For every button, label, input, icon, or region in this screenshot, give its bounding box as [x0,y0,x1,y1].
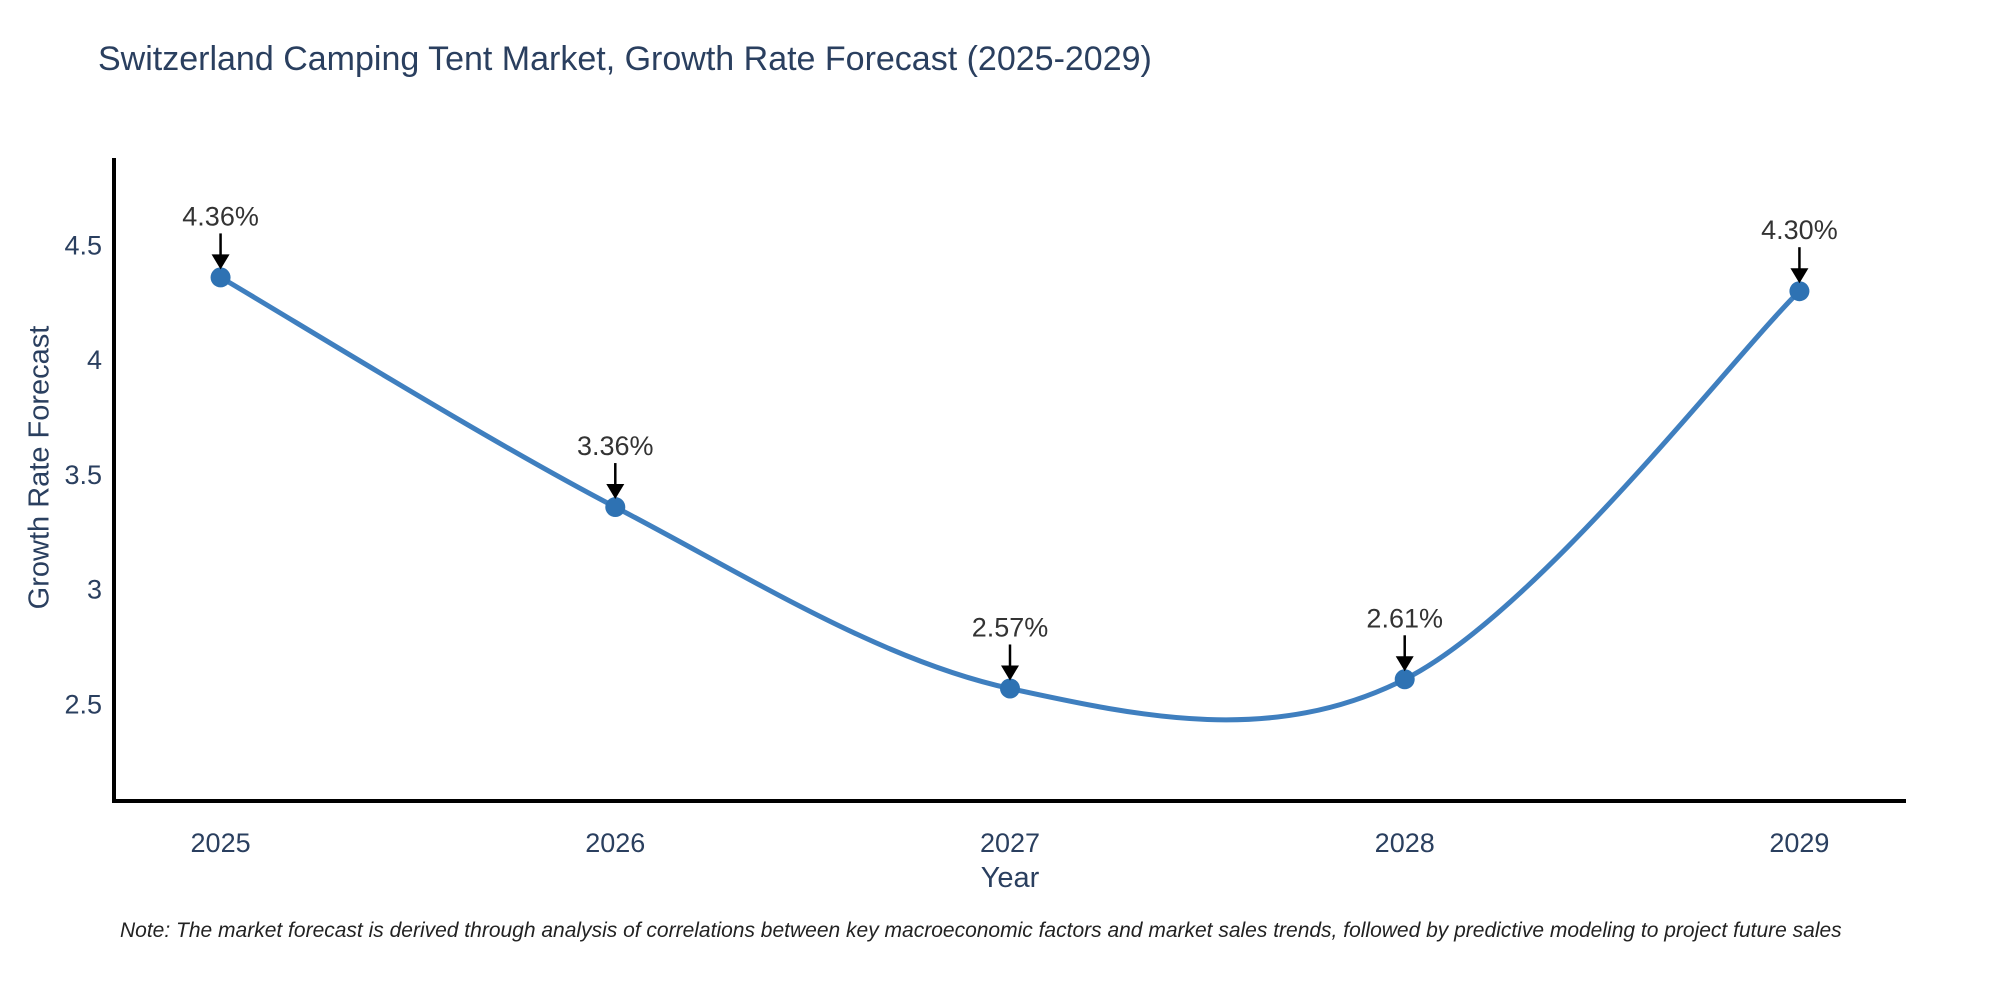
annotation-arrow-head [606,484,625,500]
annotation-arrow-head [1001,665,1019,681]
y-tick-label: 4 [87,345,102,375]
data-point-marker[interactable] [1394,669,1415,690]
data-point-marker[interactable] [1000,678,1020,699]
annotation-arrow-head [211,254,230,270]
x-axis-title: Year [980,862,1040,894]
x-tick-label: 2025 [191,828,251,858]
footnote: Note: The market forecast is derived thr… [120,919,1842,942]
x-tick-label: 2029 [1769,828,1829,858]
x-tick-label: 2027 [980,828,1040,858]
x-tick-label: 2026 [585,828,645,858]
data-point-label: 3.36% [577,431,654,461]
data-point-label: 4.30% [1761,215,1838,245]
data-point-marker[interactable] [605,497,626,518]
data-point-label: 4.36% [182,201,259,231]
data-point-marker[interactable] [210,267,231,288]
data-point-label: 2.57% [972,612,1049,642]
y-tick-label: 4.5 [64,230,102,260]
data-point-label: 2.61% [1366,603,1443,633]
annotation-arrow-head [1395,656,1414,672]
chart-title: Switzerland Camping Tent Market, Growth … [98,40,1152,78]
x-tick-label: 2028 [1375,828,1435,858]
y-tick-label: 2.5 [64,690,102,720]
y-tick-label: 3.5 [64,460,102,490]
y-tick-label: 3 [87,575,102,605]
annotation-arrow-head [1790,268,1809,284]
data-point-marker[interactable] [1789,281,1810,302]
